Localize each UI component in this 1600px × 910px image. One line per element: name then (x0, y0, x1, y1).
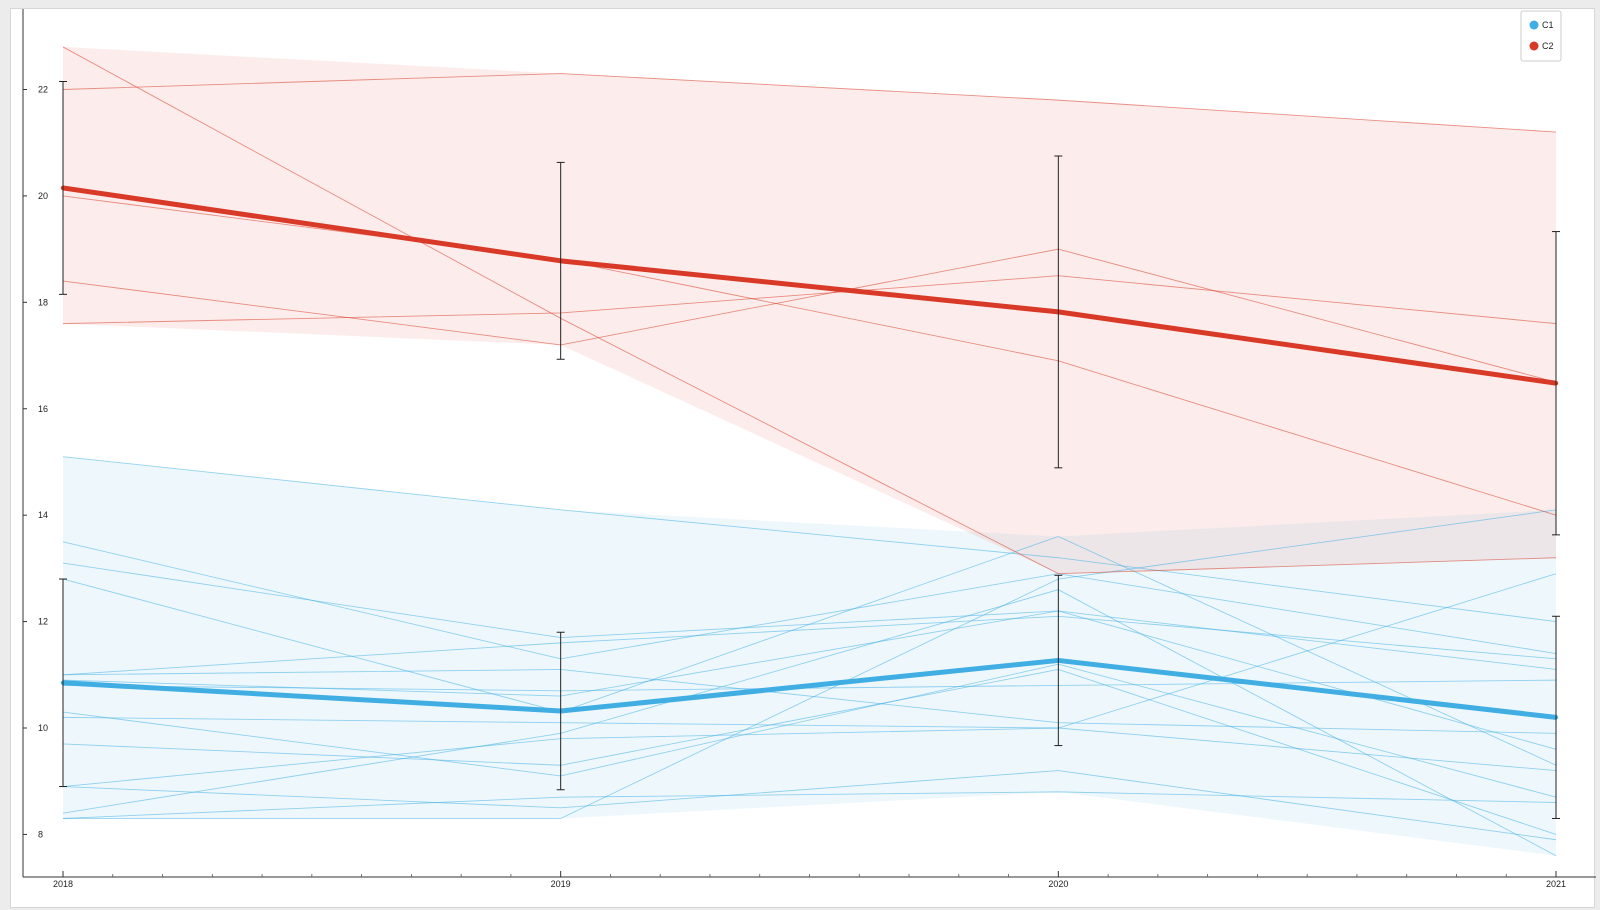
c1-error-bar-2021 (1552, 615, 1560, 819)
y-axis-ticks: 8 10 12 14 16 18 20 22 (23, 84, 48, 839)
c2-mean-line (62, 185, 1557, 386)
c2-error-bar-2018 (59, 81, 67, 295)
line-chart: 8 10 12 14 16 18 20 22 2018 2019 2020 2021 C1 C2 (22, 9, 1596, 889)
error-bars (59, 81, 1560, 819)
c1-series-line-13 (62, 589, 1557, 857)
c1-error-bar-2020 (1054, 574, 1063, 747)
x-tick-label-2021: 2021 (1546, 879, 1566, 889)
c2-series-line-4 (62, 248, 1557, 383)
c2-series-line-1 (62, 73, 1557, 133)
c2-error-bar-2020 (1054, 155, 1063, 469)
legend-label-c1: C1 (1542, 20, 1554, 30)
c1-error-bar-2018 (59, 578, 67, 788)
c1-series-line-6 (62, 669, 1557, 734)
c1-series-line-8 (62, 663, 1557, 798)
c2-series-line-2 (62, 46, 1557, 575)
y-tick-label-10: 10 (38, 723, 48, 733)
c1-series-line-12 (62, 770, 1557, 841)
y-tick-label-8: 8 (38, 829, 43, 839)
x-axis-ticks: 2018 2019 2020 2021 (53, 871, 1566, 889)
c2-error-bar-2021 (1552, 231, 1560, 536)
individual-series-lines (62, 46, 1557, 857)
c1-series-line-5 (62, 615, 1557, 676)
x-tick-label-2020: 2020 (1048, 879, 1068, 889)
y-tick-label-22: 22 (38, 84, 48, 94)
legend: C1 C2 (1520, 10, 1562, 62)
c1-series-line-1 (62, 456, 1557, 623)
y-tick-label-20: 20 (38, 191, 48, 201)
legend-label-c2: C2 (1542, 41, 1554, 51)
y-tick-label-12: 12 (38, 617, 48, 627)
c2-error-bar-2019 (556, 161, 565, 360)
x-tick-label-2019: 2019 (551, 879, 571, 889)
c1-mean-line (62, 657, 1557, 720)
y-tick-label-18: 18 (38, 297, 48, 307)
legend-marker-c1 (1529, 20, 1539, 30)
c1-series-line-16 (62, 610, 1557, 750)
c1-series-line-11 (62, 727, 1557, 787)
y-tick-label-16: 16 (38, 404, 48, 414)
legend-box (1520, 10, 1562, 62)
x-tick-label-2018: 2018 (53, 879, 73, 889)
c1-series-line-14 (62, 791, 1557, 819)
legend-marker-c2 (1529, 41, 1539, 51)
c1-series-line-9 (62, 573, 1557, 729)
c2-series-line-5 (62, 275, 1557, 325)
c2-series-line-3 (62, 195, 1557, 516)
axes: 8 10 12 14 16 18 20 22 2018 2019 2020 2021 (22, 9, 1596, 889)
c1-series-line-10 (62, 669, 1557, 835)
y-tick-label-14: 14 (38, 510, 48, 520)
plot-panel: 8 10 12 14 16 18 20 22 2018 2019 2020 2021 C1 C2 (10, 8, 1596, 908)
c1-error-bar-2019 (556, 631, 565, 791)
c1-band (63, 456, 1556, 856)
confidence-bands (63, 46, 1556, 856)
c1-series-line-15 (63, 509, 1557, 819)
